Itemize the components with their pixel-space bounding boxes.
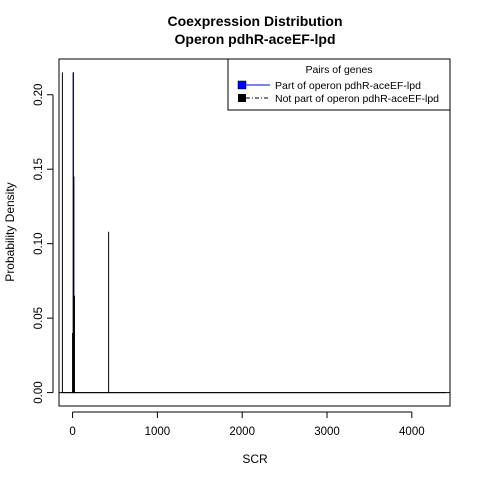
y-tick-label-4: 0.20 [33,84,45,106]
legend-title: Pairs of genes [305,64,372,76]
x-tick-label-0: 0 [69,426,75,438]
x-tick-label-4: 4000 [399,426,425,438]
y-tick-label-2: 0.10 [33,232,45,254]
chart-title-line-1: Coexpression Distribution [167,13,342,29]
series-layer [59,72,450,394]
legend-label-operon: Part of operon pdhR-aceEF-lpd [275,80,421,92]
y-tick-label-1: 0.05 [33,307,45,329]
y-tick-label-3: 0.15 [33,158,45,180]
legend-label-non-operon: Not part of operon pdhR-aceEF-lpd [275,93,439,105]
legend-swatch-operon [237,80,247,90]
x-tick-label-3: 3000 [314,426,340,438]
x-axis-label: SCR [242,452,268,466]
series-line-1 [61,72,446,394]
legend: Pairs of genes Part of operon pdhR-aceEF… [227,58,451,111]
chart-title-line-2: Operon pdhR-aceEF-lpd [175,31,336,47]
y-axis-label: Probability Density [3,182,17,281]
plot-frame [58,58,451,407]
x-tick-label-1: 1000 [145,426,171,438]
y-tick-label-0: 0.00 [33,381,45,403]
legend-swatch-non-operon [238,94,246,102]
axes-layer: 0 1000 2000 3000 4000 0.00 0.05 0.10 0.15 0.20 [33,84,425,438]
x-tick-label-2: 2000 [229,426,255,438]
